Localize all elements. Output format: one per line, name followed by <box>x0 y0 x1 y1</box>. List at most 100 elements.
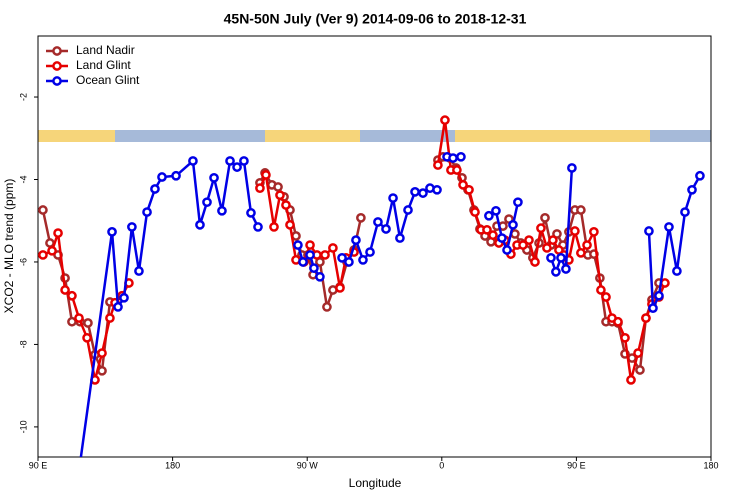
data-point <box>150 184 160 194</box>
data-point <box>202 197 212 208</box>
data-point <box>530 257 540 267</box>
data-point <box>74 313 84 323</box>
data-point <box>285 220 295 230</box>
data-point <box>388 193 398 203</box>
data-point <box>518 240 528 250</box>
data-point <box>53 228 63 238</box>
data-point <box>246 208 256 218</box>
data-point <box>351 235 361 245</box>
y-tick-label: -6 <box>18 258 28 266</box>
data-point <box>546 252 556 263</box>
data-point <box>171 170 181 181</box>
data-point <box>448 153 458 163</box>
data-point <box>322 302 332 312</box>
data-point <box>335 283 345 293</box>
map-ocean <box>650 130 711 142</box>
x-tick-label: 90 E <box>567 460 586 470</box>
data-point <box>620 332 630 343</box>
data-point <box>83 318 93 328</box>
legend-label: Ocean Glint <box>76 73 140 87</box>
data-point <box>556 252 566 263</box>
data-point <box>253 222 263 232</box>
data-point <box>536 223 546 234</box>
data-point <box>239 156 249 166</box>
data-point <box>127 222 137 232</box>
data-point <box>551 267 561 277</box>
data-point <box>356 212 366 223</box>
data-point <box>524 235 534 245</box>
data-point <box>540 212 550 223</box>
data-point <box>309 263 319 273</box>
data-point <box>680 207 690 217</box>
data-point <box>47 245 57 256</box>
x-tick-label: 90 W <box>297 460 319 470</box>
data-point <box>458 180 468 190</box>
data-point <box>328 243 338 253</box>
data-point <box>508 220 518 230</box>
data-point <box>635 365 645 375</box>
data-point <box>60 285 70 295</box>
y-tick-label: -10 <box>18 420 28 433</box>
data-point <box>142 207 152 217</box>
data-point <box>664 222 674 232</box>
data-point <box>273 182 283 192</box>
data-point <box>464 184 474 195</box>
data-point <box>418 188 428 198</box>
x-tick-label: 90 E <box>29 460 48 470</box>
data-point <box>344 257 354 267</box>
data-point <box>97 365 107 376</box>
data-point <box>45 238 55 248</box>
data-point <box>358 255 368 265</box>
data-point <box>365 247 375 257</box>
data-point <box>542 243 552 253</box>
data-point <box>134 266 144 276</box>
data-point <box>105 313 115 323</box>
data-point <box>470 207 480 217</box>
data-point <box>582 240 592 250</box>
data-point <box>38 250 48 260</box>
data-point <box>513 197 523 208</box>
data-point <box>67 290 77 301</box>
legend-marker <box>52 76 62 86</box>
map-strip <box>38 130 711 142</box>
data-point <box>491 205 501 216</box>
data-point <box>217 205 227 216</box>
data-point <box>320 250 330 260</box>
data-point <box>281 200 291 210</box>
data-point <box>432 184 442 195</box>
data-point <box>107 227 117 237</box>
data-point <box>654 290 664 301</box>
data-point <box>488 230 498 241</box>
y-axis-label: XCO2 - MLO trend (ppm) <box>2 179 16 314</box>
data-point <box>484 210 494 221</box>
data-point <box>97 348 107 358</box>
data-point <box>395 233 405 243</box>
data-point <box>261 170 271 180</box>
data-point <box>561 264 571 274</box>
data-point <box>433 160 443 170</box>
data-point <box>633 348 643 358</box>
data-point <box>576 248 586 258</box>
plot-area <box>38 115 705 457</box>
legend-marker <box>52 46 62 56</box>
data-point <box>157 172 167 182</box>
data-point <box>298 257 308 267</box>
x-tick-label: 0 <box>439 460 444 470</box>
legend-label: Land Glint <box>76 58 131 72</box>
data-point <box>502 245 512 255</box>
legend-label: Land Nadir <box>76 43 135 57</box>
data-point <box>452 165 462 175</box>
legend-marker <box>52 61 62 71</box>
data-point <box>403 205 413 215</box>
data-point <box>589 227 599 237</box>
data-point <box>188 156 198 166</box>
x-tick-label: 180 <box>703 460 718 470</box>
y-tick-label: -2 <box>18 93 28 101</box>
data-point <box>648 303 658 313</box>
data-point <box>269 222 279 232</box>
data-point <box>641 313 651 323</box>
data-point <box>567 163 577 173</box>
data-point <box>113 302 123 312</box>
plot-frame <box>37 35 712 458</box>
